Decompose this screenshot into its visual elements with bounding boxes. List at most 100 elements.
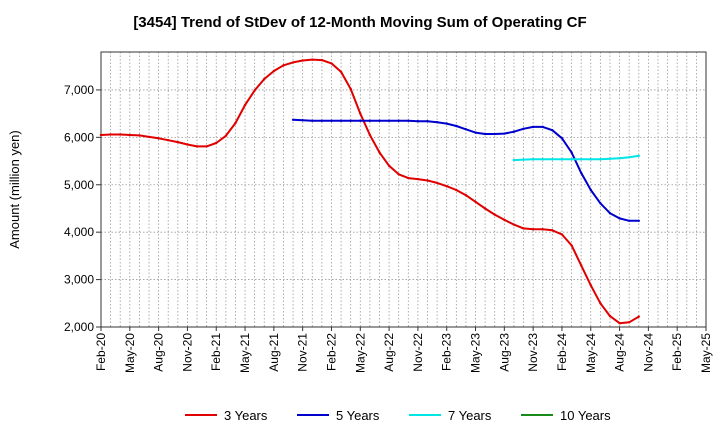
data-point-3-years — [359, 112, 362, 115]
data-point-3-years — [234, 121, 237, 125]
legend-label: 5 Years — [336, 408, 380, 423]
data-point-5-years — [445, 122, 448, 125]
x-tick-label: May-23 — [469, 333, 483, 373]
x-tick-label: Aug-21 — [267, 333, 281, 372]
data-point-5-years — [474, 131, 477, 134]
legend-item-7-years: 7 Years — [409, 408, 492, 423]
series-line-7-years — [513, 154, 639, 162]
data-point-3-years — [435, 181, 439, 185]
data-point-3-years — [147, 135, 151, 139]
legend-item-3-years: 3 Years — [185, 408, 268, 423]
data-point-3-years — [599, 302, 602, 305]
data-point-5-years — [397, 119, 400, 123]
data-point-5-years — [531, 125, 535, 129]
data-point-3-years — [167, 139, 170, 142]
data-point-7-years — [531, 158, 535, 161]
data-point-5-years — [503, 132, 506, 135]
y-tick-label: 6,000 — [64, 130, 94, 144]
x-tick-label: Nov-21 — [296, 333, 310, 372]
x-tick-label: Feb-21 — [209, 333, 223, 371]
data-point-3-years — [608, 314, 612, 318]
x-tick-label: Feb-20 — [94, 333, 108, 371]
data-point-3-years — [243, 103, 247, 107]
data-point-3-years — [368, 133, 372, 137]
data-point-5-years — [570, 151, 573, 154]
x-tick-label: Feb-23 — [440, 333, 454, 371]
data-point-7-years — [522, 158, 525, 161]
x-tick-label: Aug-24 — [613, 333, 627, 372]
data-point-3-years — [522, 227, 525, 230]
x-tick-label: Nov-22 — [411, 333, 425, 372]
data-point-3-years — [138, 134, 141, 137]
data-point-3-years — [541, 228, 544, 231]
data-point-3-years — [311, 58, 314, 61]
data-point-3-years — [272, 69, 276, 73]
data-point-3-years — [263, 77, 266, 81]
data-point-3-years — [339, 70, 343, 74]
data-point-5-years — [493, 132, 496, 136]
data-point-3-years — [215, 141, 218, 145]
data-point-5-years — [368, 119, 372, 123]
data-point-3-years — [628, 321, 631, 324]
data-point-3-years — [205, 145, 208, 148]
data-point-3-years — [397, 173, 400, 176]
y-tick-label: 2,000 — [64, 320, 94, 334]
x-tick-label: Aug-22 — [382, 333, 396, 372]
data-point-5-years — [589, 188, 592, 192]
data-point-3-years — [99, 133, 103, 137]
x-tick-label: May-21 — [238, 333, 252, 373]
y-axis-label: Amount (million yen) — [7, 130, 22, 249]
data-point-3-years — [407, 176, 410, 180]
data-point-7-years — [589, 158, 592, 161]
data-point-3-years — [282, 64, 285, 67]
data-point-3-years — [330, 62, 333, 65]
data-point-7-years — [608, 157, 612, 160]
data-point-5-years — [455, 124, 458, 128]
data-point-5-years — [426, 120, 429, 123]
x-tick-label: Aug-20 — [152, 333, 166, 372]
legend-item-5-years: 5 Years — [297, 408, 380, 423]
data-point-3-years — [512, 223, 516, 226]
data-point-3-years — [301, 59, 304, 62]
data-point-5-years — [512, 130, 516, 133]
data-point-3-years — [416, 177, 420, 181]
data-point-5-years — [378, 119, 381, 123]
data-point-3-years — [320, 58, 324, 62]
data-point-5-years — [464, 128, 468, 131]
x-tick-label: May-25 — [699, 333, 713, 373]
data-point-3-years — [551, 229, 554, 232]
data-point-5-years — [560, 137, 564, 140]
data-point-5-years — [580, 171, 583, 175]
x-tick-label: Aug-23 — [497, 333, 511, 372]
data-point-5-years — [320, 119, 324, 123]
data-point-5-years — [311, 119, 314, 123]
data-point-7-years — [580, 158, 583, 161]
data-point-5-years — [637, 219, 640, 222]
x-tick-label: May-22 — [353, 333, 367, 373]
legend-label: 3 Years — [224, 408, 268, 423]
data-point-3-years — [378, 151, 381, 154]
data-point-3-years — [570, 244, 573, 247]
y-tick-label: 3,000 — [64, 273, 94, 287]
data-point-7-years — [551, 158, 554, 161]
data-point-7-years — [560, 158, 564, 161]
data-point-5-years — [618, 217, 621, 220]
data-point-3-years — [119, 133, 122, 136]
data-point-3-years — [560, 233, 564, 236]
data-point-3-years — [445, 185, 448, 188]
data-point-7-years — [599, 158, 602, 161]
data-point-3-years — [128, 133, 131, 137]
data-point-3-years — [531, 228, 535, 231]
data-point-3-years — [493, 213, 496, 216]
y-tick-label: 5,000 — [64, 178, 94, 192]
data-point-3-years — [349, 87, 352, 91]
data-point-3-years — [503, 218, 506, 221]
data-point-5-years — [608, 212, 612, 215]
y-tick-label: 4,000 — [64, 225, 94, 239]
data-point-5-years — [416, 120, 420, 123]
data-point-5-years — [551, 129, 554, 132]
data-point-3-years — [157, 137, 160, 140]
data-point-7-years — [570, 158, 573, 161]
data-point-3-years — [253, 89, 256, 92]
